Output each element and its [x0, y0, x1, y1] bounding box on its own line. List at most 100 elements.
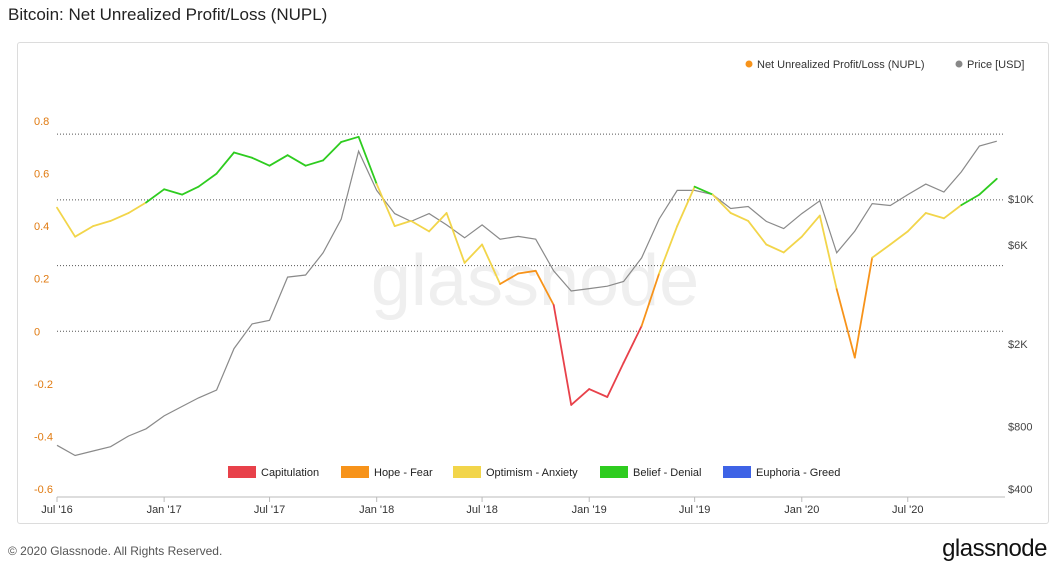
- nupl-segment: [357, 135, 378, 186]
- nupl-segment: [676, 185, 696, 228]
- legend-dot: [955, 60, 963, 68]
- nupl-segment: [233, 151, 254, 159]
- zone-swatch: [453, 466, 481, 478]
- nupl-segment: [445, 212, 466, 264]
- right-tick-label: $800: [1008, 422, 1032, 434]
- page-title: Bitcoin: Net Unrealized Profit/Loss (NUP…: [8, 5, 328, 24]
- nupl-segment: [410, 219, 431, 233]
- left-tick-label: -0.6: [34, 484, 53, 496]
- nupl-segment: [693, 185, 714, 196]
- left-tick-label: -0.2: [34, 379, 53, 391]
- nupl-segment: [127, 201, 148, 214]
- legend-label: Price [USD]: [967, 59, 1024, 71]
- nupl-segment: [782, 235, 803, 254]
- x-tick-label: Jan '18: [359, 504, 394, 516]
- nupl-segment: [552, 304, 573, 406]
- nupl-segment: [606, 361, 625, 398]
- price-series: [56, 140, 997, 457]
- nupl-segment: [145, 188, 166, 204]
- nupl-segment: [943, 204, 963, 220]
- x-tick-label: Jul '18: [466, 504, 497, 516]
- nupl-segment: [499, 272, 520, 285]
- nupl-series: [56, 135, 998, 406]
- nupl-segment: [729, 212, 750, 222]
- nupl-segment: [835, 288, 856, 359]
- price-line: [56, 140, 997, 457]
- legend-dot: [745, 60, 753, 68]
- nupl-segment: [570, 388, 591, 406]
- x-tick-label: Jan '20: [784, 504, 819, 516]
- left-tick-label: 0.4: [34, 221, 49, 233]
- nupl-segment: [711, 193, 732, 214]
- nupl-segment: [853, 256, 874, 359]
- nupl-segment: [92, 219, 112, 228]
- nupl-segment: [978, 177, 998, 196]
- watermark: glassnode: [371, 241, 699, 321]
- left-axis: 0.8 0.6 0.4 0.2 0 -0.2 -0.4 -0.6: [34, 116, 53, 496]
- x-tick-label: Jul '19: [679, 504, 710, 516]
- nupl-segment: [871, 243, 892, 259]
- nupl-segment: [109, 212, 130, 222]
- left-tick-label: 0: [34, 326, 40, 338]
- left-tick-label: 0.2: [34, 274, 49, 286]
- nupl-segment: [74, 225, 94, 238]
- zone-label: Optimism - Anxiety: [486, 467, 578, 479]
- zone-label: Capitulation: [261, 467, 319, 479]
- right-tick-label: $2K: [1008, 339, 1028, 351]
- x-tick-label: Jan '19: [572, 504, 607, 516]
- zone-legend: Capitulation Hope - Fear Optimism - Anxiet…: [228, 466, 840, 479]
- x-tick-label: Jul '16: [41, 504, 72, 516]
- nupl-segment: [906, 212, 927, 233]
- nupl-segment: [268, 154, 289, 167]
- nupl-segment: [304, 159, 325, 167]
- nupl-segment: [889, 230, 909, 246]
- nupl-segment: [960, 193, 981, 207]
- chart-frame: [17, 42, 1049, 524]
- x-tick-label: Jan '17: [147, 504, 182, 516]
- x-tick-label: Jul '17: [254, 504, 285, 516]
- left-tick-label: 0.8: [34, 116, 49, 128]
- nupl-segment: [286, 154, 307, 167]
- nupl-segment: [747, 219, 768, 246]
- nupl-segment: [640, 272, 660, 327]
- nupl-segment: [428, 212, 448, 233]
- copyright-text: © 2020 Glassnode. All Rights Reserved.: [8, 544, 223, 558]
- x-tick-label: Jul '20: [892, 504, 923, 516]
- nupl-segment: [393, 219, 412, 228]
- zone-label: Hope - Fear: [374, 467, 433, 479]
- nupl-segment: [765, 243, 785, 254]
- nupl-segment: [197, 172, 218, 188]
- zone-swatch: [228, 466, 256, 478]
- nupl-segment: [375, 183, 396, 228]
- nupl-segment: [818, 214, 838, 291]
- right-tick-label: $10K: [1008, 194, 1034, 206]
- nupl-segment: [163, 188, 184, 196]
- nupl-segment: [622, 325, 643, 364]
- zone-swatch: [723, 466, 751, 478]
- right-axis: $10K $6K $2K $800 $400: [1008, 194, 1034, 496]
- nupl-segment: [534, 269, 555, 306]
- zone-swatch: [341, 466, 369, 478]
- nupl-segment: [181, 185, 200, 196]
- legend-label: Net Unrealized Profit/Loss (NUPL): [757, 59, 925, 71]
- nupl-segment: [251, 156, 271, 167]
- x-axis: Jul '16 Jan '17 Jul '17 Jan '18 Jul '18 Jan '…: [41, 496, 1005, 516]
- zone-label: Euphoria - Greed: [756, 467, 840, 479]
- left-tick-label: -0.4: [34, 431, 53, 443]
- nupl-segment: [588, 388, 609, 398]
- nupl-segment: [800, 214, 821, 238]
- glassnode-logo[interactable]: glassnode: [942, 535, 1047, 562]
- nupl-segment: [658, 225, 679, 275]
- nupl-segment: [924, 212, 945, 220]
- right-tick-label: $400: [1008, 484, 1032, 496]
- nupl-segment: [322, 141, 343, 162]
- nupl-segment: [517, 269, 537, 275]
- nupl-segment: [481, 243, 502, 285]
- zone-label: Belief - Denial: [633, 467, 701, 479]
- grid-lines: [57, 133, 1005, 332]
- top-legend[interactable]: Net Unrealized Profit/Loss (NUPL) Price […: [745, 59, 1025, 71]
- nupl-segment: [463, 243, 484, 264]
- nupl-segment: [340, 135, 360, 143]
- zone-swatch: [600, 466, 628, 478]
